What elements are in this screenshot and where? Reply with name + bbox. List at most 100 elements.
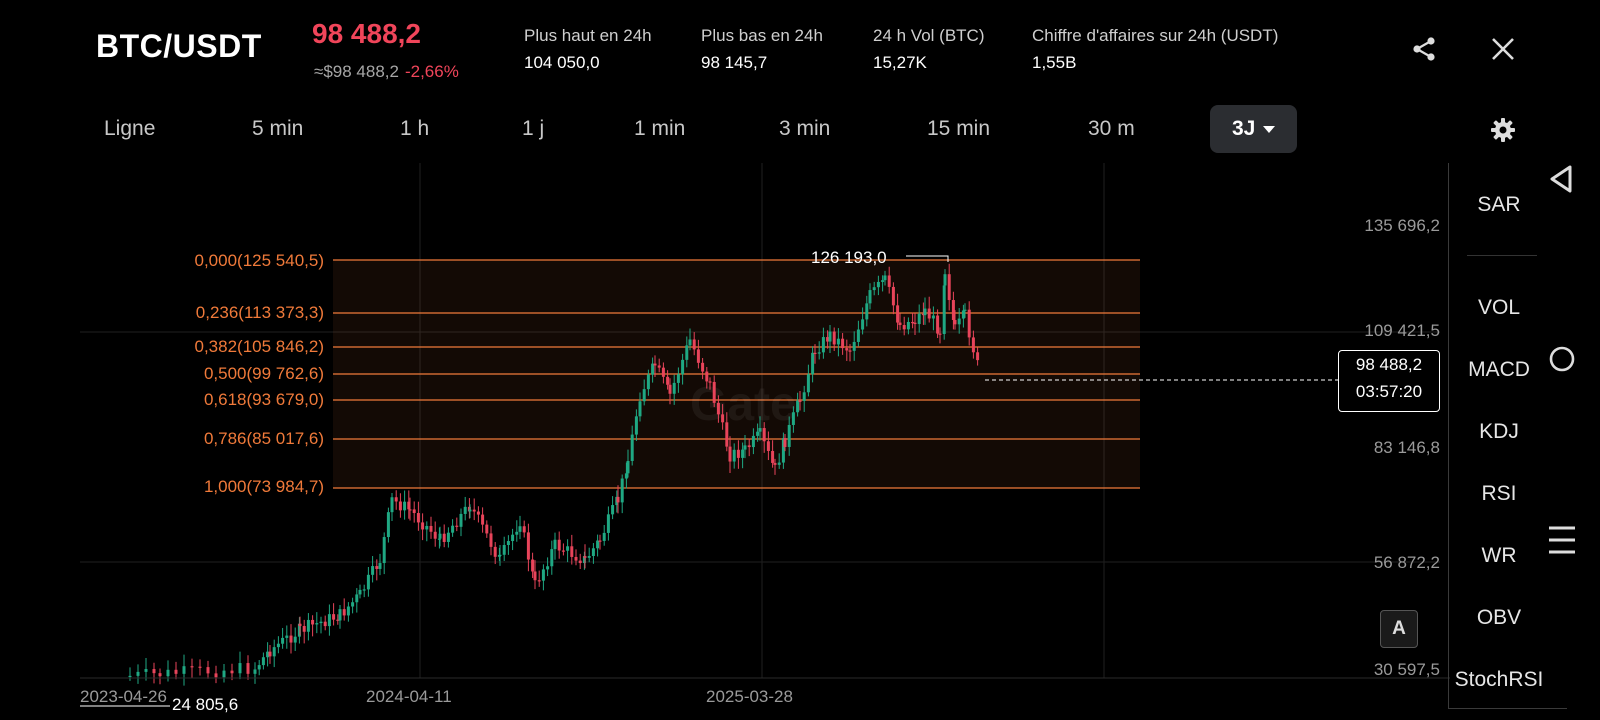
- candle-body: [976, 352, 980, 361]
- candle-body: [266, 651, 270, 658]
- candle-body: [666, 376, 670, 385]
- candle-body: [570, 546, 574, 557]
- tab-5min[interactable]: 5 min: [252, 117, 304, 140]
- candle-body: [692, 339, 696, 350]
- candle-body: [425, 525, 429, 530]
- indicator-vol[interactable]: VOL: [1477, 296, 1521, 319]
- candle-body: [378, 563, 382, 569]
- candle-body: [261, 657, 265, 666]
- indicator-kdj[interactable]: KDJ: [1479, 420, 1519, 443]
- tab-1h[interactable]: 1 h: [400, 117, 430, 140]
- auto-scale-button[interactable]: A: [1380, 610, 1418, 648]
- menu-icon[interactable]: [1549, 525, 1575, 560]
- candle-body: [896, 305, 900, 323]
- candle-body: [936, 315, 940, 334]
- share-icon[interactable]: [1410, 35, 1438, 68]
- candle-body: [311, 619, 315, 625]
- tab-15min[interactable]: 15 min: [927, 117, 991, 140]
- candle-body: [942, 285, 946, 335]
- candle-body: [653, 363, 657, 366]
- tab-3min[interactable]: 3 min: [779, 117, 831, 140]
- candle-body: [438, 533, 442, 539]
- tab-1min[interactable]: 1 min: [634, 117, 686, 140]
- candle-body: [906, 321, 910, 330]
- candle-body: [751, 435, 755, 448]
- candle-body: [606, 514, 610, 533]
- collapse-arrow-icon[interactable]: [1548, 164, 1574, 199]
- indicator-wr[interactable]: WR: [1481, 544, 1517, 567]
- tab-line[interactable]: Ligne: [104, 117, 156, 140]
- tab-1d[interactable]: 1 j: [522, 117, 545, 140]
- candle-body: [881, 280, 885, 282]
- countdown-timer: 03:57:20: [1355, 382, 1423, 401]
- candle-body: [781, 438, 785, 463]
- x-axis-label: 2025-03-28: [706, 687, 793, 706]
- candle-body: [366, 574, 370, 590]
- candle-body: [828, 331, 832, 342]
- candle-body: [762, 428, 766, 442]
- usd-price-line: ≈$98 488,2 -2,66%: [314, 62, 459, 82]
- candle-body: [315, 623, 319, 625]
- candle-body: [583, 556, 587, 558]
- candle-body: [355, 594, 359, 603]
- indicator-obv[interactable]: OBV: [1476, 606, 1522, 629]
- indicator-rsi[interactable]: RSI: [1481, 482, 1517, 505]
- candle-body: [852, 341, 856, 351]
- candle-body: [533, 571, 537, 581]
- candle-body: [661, 367, 665, 377]
- candle-body: [566, 546, 570, 551]
- candle-body: [437, 538, 441, 540]
- candle-body: [526, 532, 530, 560]
- candle-body: [813, 352, 817, 355]
- candle-body: [390, 497, 394, 513]
- candle-body: [708, 381, 712, 383]
- candle-body: [887, 275, 891, 287]
- candle-body: [578, 560, 582, 564]
- candle-body: [281, 637, 285, 644]
- divider: [1467, 255, 1537, 256]
- stat-high: Plus haut en 24h 104 050,0: [524, 26, 652, 73]
- candle-body: [685, 345, 689, 360]
- candle-body: [953, 319, 957, 325]
- candle-body: [766, 441, 770, 451]
- change-percent: -2,66%: [404, 62, 459, 81]
- candle-body: [485, 524, 489, 534]
- tab-30m[interactable]: 30 m: [1088, 117, 1135, 140]
- candle-body: [332, 614, 336, 620]
- candle-body: [630, 434, 634, 461]
- indicator-sar[interactable]: SAR: [1477, 193, 1521, 216]
- indicator-stochrsi[interactable]: StochRSI: [1454, 668, 1544, 691]
- candle-body: [398, 501, 402, 511]
- candle-body: [681, 359, 685, 375]
- candle-body: [917, 313, 921, 325]
- candle-body: [845, 348, 849, 351]
- candle-body: [756, 431, 760, 436]
- candle-body: [537, 580, 541, 582]
- stat-volume: 24 h Vol (BTC) 15,27K: [873, 26, 985, 73]
- fib-label-1: 1,000(73 984,7): [203, 477, 324, 496]
- stat-label: Chiffre d'affaires sur 24h (USDT): [1032, 26, 1279, 45]
- candlestick-chart[interactable]: Gate: [0, 0, 1450, 720]
- indicator-macd[interactable]: MACD: [1468, 358, 1530, 381]
- candle-body: [327, 614, 331, 627]
- candle-body: [616, 496, 620, 503]
- candle-body: [646, 374, 650, 390]
- y-axis-label: 109 421,5: [1364, 321, 1440, 340]
- candle-body: [587, 555, 591, 558]
- candle-body: [701, 362, 705, 372]
- stat-label: Plus haut en 24h: [524, 26, 652, 45]
- circle-icon[interactable]: [1549, 346, 1575, 377]
- candle-body: [174, 669, 178, 674]
- candle-body: [152, 669, 156, 674]
- x-axis-label: 2024-04-11: [366, 687, 452, 706]
- current-price-tag: 98 488,2 03:57:20: [1338, 350, 1440, 412]
- caret-down-icon: [1263, 125, 1276, 133]
- candle-body: [963, 309, 967, 311]
- tab-3d[interactable]: 3J: [1210, 105, 1298, 153]
- candle-body: [902, 325, 906, 330]
- settings-gear-icon[interactable]: [1490, 117, 1516, 148]
- candle-body: [253, 669, 257, 674]
- candle-body: [302, 626, 306, 632]
- close-icon[interactable]: [1491, 37, 1515, 66]
- candle-body: [541, 569, 545, 581]
